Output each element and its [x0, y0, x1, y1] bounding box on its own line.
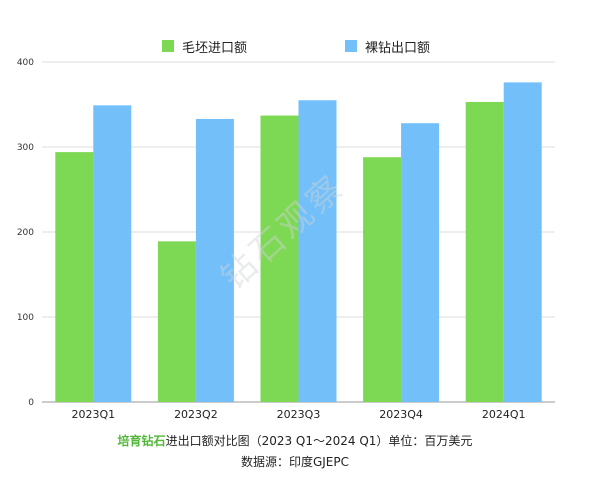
x-tick-label: 2024Q1 [482, 408, 526, 421]
bar-毛坯进口额-2023Q1 [55, 152, 94, 402]
x-tick-label: 2023Q1 [71, 408, 115, 421]
legend-label-1: 毛坯进口额 [182, 40, 248, 56]
x-tick-label: 2023Q2 [174, 408, 218, 421]
x-tick-label: 2023Q4 [379, 408, 423, 421]
bar-毛坯进口额-2024Q1 [465, 101, 504, 402]
y-tick-label: 300 [17, 143, 34, 153]
chart-caption: 培育钻石进出口额对比图（2023 Q1～2024 Q1）单位：百万美元 [0, 432, 590, 449]
chart-source: 数据源：印度GJEPC [240, 455, 350, 469]
legend-item-2: 裸钻出口额 [345, 36, 430, 56]
bar-裸钻出口额-2023Q2 [195, 118, 234, 402]
y-tick-label: 100 [17, 313, 34, 323]
y-tick-label: 0 [28, 398, 34, 408]
bar-裸钻出口额-2023Q3 [298, 100, 337, 402]
bar-裸钻出口额-2023Q1 [93, 105, 132, 402]
bar-毛坯进口额-2023Q3 [260, 115, 299, 403]
bar-裸钻出口额-2023Q4 [401, 123, 440, 402]
y-tick-label: 400 [17, 58, 34, 68]
y-tick-label: 200 [17, 228, 34, 238]
x-tick-label: 2023Q3 [277, 408, 321, 421]
caption-title: 进出口额对比图（2023 Q1～2024 Q1）单位：百万美元 [165, 434, 473, 448]
bar-裸钻出口额-2024Q1 [503, 82, 542, 403]
bar-毛坯进口额-2023Q4 [363, 157, 402, 402]
bar-毛坯进口额-2023Q2 [157, 241, 196, 402]
legend-swatch-blue [345, 40, 357, 52]
legend-item-1: 毛坯进口额 [162, 36, 247, 56]
legend-label-2: 裸钻出口额 [365, 40, 431, 56]
legend-swatch-green [162, 40, 174, 52]
caption-highlight: 培育钻石 [117, 434, 166, 448]
